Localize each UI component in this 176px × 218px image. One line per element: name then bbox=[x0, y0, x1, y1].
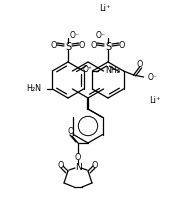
Text: S: S bbox=[105, 42, 111, 52]
Text: O: O bbox=[75, 153, 81, 162]
Text: H₂N: H₂N bbox=[26, 83, 41, 92]
Text: O: O bbox=[92, 160, 98, 170]
Text: O⁻: O⁻ bbox=[148, 73, 158, 82]
Text: O: O bbox=[136, 60, 143, 68]
Text: O: O bbox=[68, 128, 74, 136]
Text: O⁺: O⁺ bbox=[83, 65, 93, 73]
Text: O: O bbox=[79, 41, 85, 49]
Text: Li⁺: Li⁺ bbox=[99, 3, 111, 12]
Text: O: O bbox=[51, 41, 57, 49]
Text: N: N bbox=[75, 162, 81, 172]
Text: O: O bbox=[119, 41, 125, 49]
Text: NH₂: NH₂ bbox=[105, 65, 120, 75]
Text: S: S bbox=[65, 42, 71, 52]
Text: O: O bbox=[58, 160, 64, 170]
Text: O: O bbox=[91, 41, 97, 49]
Text: O⁻: O⁻ bbox=[70, 31, 80, 39]
Text: O⁻: O⁻ bbox=[96, 31, 106, 39]
Text: Li⁺: Li⁺ bbox=[149, 95, 161, 104]
